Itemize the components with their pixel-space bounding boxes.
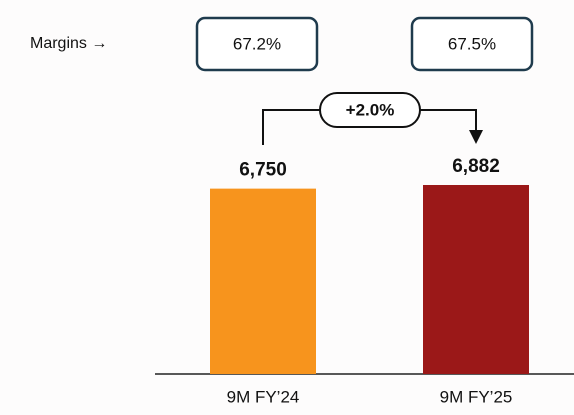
bar [210,188,316,374]
bar [423,185,529,374]
margin-box [410,16,534,72]
margin-label: 67.2% [233,34,281,53]
growth-label: +2.0% [346,100,395,119]
growth-arrowhead [469,130,483,144]
value-label: 6,750 [239,160,287,181]
x-tick-label: 9M FY’24 [227,387,300,406]
margins-label: Margins → [30,35,107,52]
growth-pill [319,92,421,128]
value-label: 6,882 [452,156,500,177]
margin-label: 67.5% [448,34,496,53]
margin-box [195,16,319,72]
x-tick-label: 9M FY’25 [440,387,513,406]
